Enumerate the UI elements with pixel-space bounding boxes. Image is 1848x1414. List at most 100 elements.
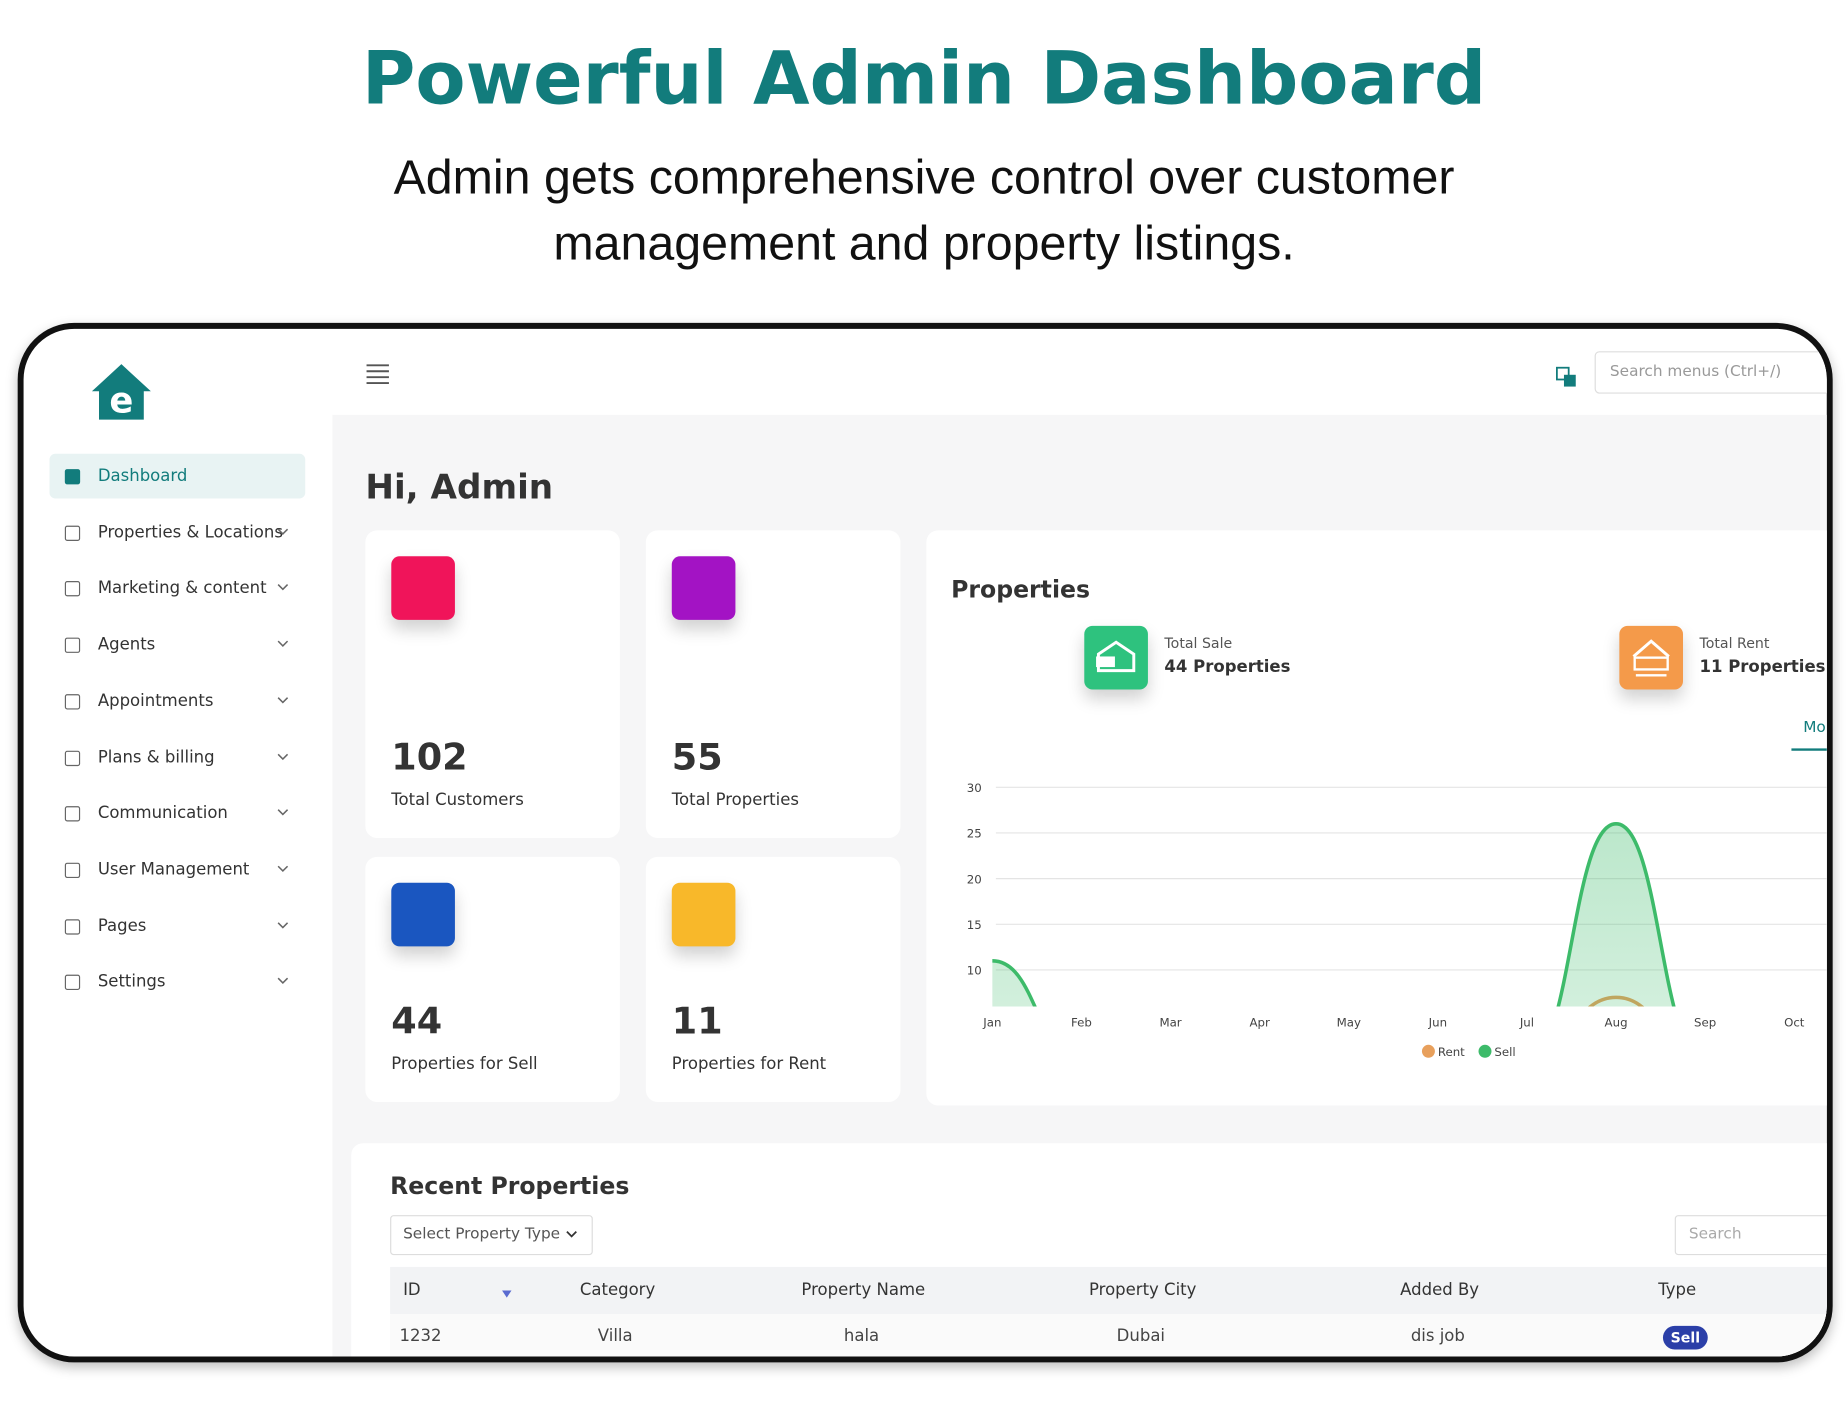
menu-button[interactable] (365, 363, 391, 384)
sale-icon (1084, 625, 1148, 690)
table-header (390, 1266, 1827, 1315)
table-cell: Villa (597, 1327, 633, 1346)
column-header: Added By (1400, 1281, 1480, 1300)
stat-card: 44 Properties for Sell (365, 856, 620, 1102)
column-header: Property City (1088, 1281, 1197, 1300)
sidebar-item[interactable]: Appointments (49, 679, 305, 724)
page-title: Powerful Admin Dashboard (361, 35, 1487, 122)
type-select[interactable]: Select Property Type (390, 1215, 593, 1256)
x-tick-label: Feb (1071, 1016, 1092, 1030)
sidebar-item[interactable]: Plans & billing (49, 735, 305, 780)
tab-underline (1791, 748, 1827, 751)
legend-label: Sell (1494, 1045, 1515, 1059)
chevron (277, 865, 289, 872)
sidebar-icon (64, 637, 81, 654)
line (1588, 995, 1645, 1007)
sidebar-label: Communication (97, 804, 228, 823)
table-search-placeholder: Search (1688, 1225, 1742, 1244)
language-button[interactable] (1556, 366, 1577, 388)
y-tick-label: 25 (967, 827, 982, 841)
stat-label: Total Customers (391, 790, 524, 810)
sidebar-icon (64, 581, 81, 597)
rent-value: 11 Properties (1699, 657, 1826, 677)
y-tick-label: 30 (967, 781, 982, 795)
sidebar-icon (64, 806, 81, 822)
stat-label: Properties for Sell (391, 1054, 538, 1074)
sidebar-item[interactable]: Marketing & content (49, 566, 305, 611)
sale-label: Total Sale (1164, 635, 1233, 652)
sidebar-item[interactable]: Agents (49, 622, 305, 667)
panel-title: Properties (951, 575, 1091, 604)
sidebar-icon (64, 693, 81, 710)
stat-label: Total Properties (671, 790, 799, 810)
recent-title: Recent Properties (390, 1171, 630, 1200)
chart: 10 15 20 25 30 Jan Feb Mar Apr May Jun Jul Aug Sep Oct… (967, 781, 1827, 1059)
rent-label: Total Rent (1699, 635, 1770, 652)
column-header: ID (403, 1281, 421, 1300)
chevron (277, 753, 289, 760)
table-search[interactable]: Search (1674, 1215, 1827, 1256)
svg-text:e: e (109, 380, 133, 421)
sidebar-icon (64, 975, 81, 991)
stat-icon (671, 556, 736, 620)
x-tick-label: Mar (1159, 1016, 1181, 1030)
stat-label: Properties for Rent (671, 1054, 827, 1074)
y-tick-label: 15 (967, 918, 982, 932)
x-tick-label: Jul (1519, 1016, 1534, 1030)
period-tab[interactable]: Mo (1803, 718, 1826, 737)
sidebar-icon (64, 525, 81, 541)
column-header: Property Name (801, 1281, 926, 1300)
sidebar-label: Settings (97, 972, 166, 992)
sidebar-icon (64, 750, 81, 766)
greeting: Hi, Admin (365, 466, 554, 507)
stat-card: 55 Total Properties (645, 530, 901, 838)
table-cell: 1232 (399, 1327, 442, 1346)
search-box[interactable]: Search menus (Ctrl+/) (1594, 351, 1827, 394)
stat-icon (391, 556, 455, 620)
chevron (277, 640, 289, 648)
x-tick-label: Apr (1249, 1016, 1270, 1030)
y-tick-label: 20 (967, 872, 982, 886)
column-header: Type (1658, 1281, 1697, 1300)
legend-marker (1421, 1044, 1435, 1058)
chevron (277, 528, 289, 535)
search-placeholder: Search menus (Ctrl+/) (1609, 362, 1782, 381)
stat-icon (391, 882, 455, 947)
area (992, 823, 1674, 1007)
sidebar-item[interactable]: User Management (49, 847, 305, 892)
sidebar-label: Properties & Locations (97, 522, 283, 542)
sidebar-label: Appointments (97, 691, 214, 711)
sidebar-icon (64, 469, 81, 485)
line (992, 822, 1676, 1007)
sidebar-label: Agents (97, 635, 156, 655)
sidebar-item[interactable]: Dashboard (49, 453, 306, 499)
stat-card: 11 Properties for Rent (645, 856, 901, 1102)
sidebar-item[interactable]: Pages (49, 903, 305, 948)
x-tick-label: Oct (1784, 1016, 1805, 1030)
stat-value: 55 (671, 736, 723, 780)
legend-label: Rent (1438, 1045, 1465, 1059)
chevron (277, 584, 289, 591)
x-tick-label: Aug (1605, 1016, 1628, 1030)
sidebar-item[interactable]: Settings (49, 960, 305, 1005)
page-subtitle: Admin gets comprehensive control over cu… (393, 149, 1455, 270)
stat-icon (671, 882, 736, 947)
type-badge: Sell (1662, 1325, 1708, 1350)
x-tick-label: May (1337, 1016, 1361, 1030)
sidebar-item[interactable]: Communication (49, 791, 305, 836)
chevron (277, 921, 289, 929)
sort-icon[interactable] (501, 1289, 513, 1298)
logo: e (91, 364, 151, 421)
sidebar-label: Pages (97, 916, 147, 936)
rent-icon (1619, 625, 1683, 690)
sidebar-label: Plans & billing (97, 747, 215, 767)
x-tick-label: Jun (1428, 1016, 1447, 1030)
y-tick-label: 10 (967, 964, 982, 978)
stat-card: 102 Total Customers (365, 530, 620, 838)
sidebar-item[interactable]: Properties & Locations (49, 510, 305, 555)
table-row (390, 1314, 1827, 1357)
plot (992, 822, 1676, 1007)
sidebar-label: Marketing & content (97, 579, 267, 598)
